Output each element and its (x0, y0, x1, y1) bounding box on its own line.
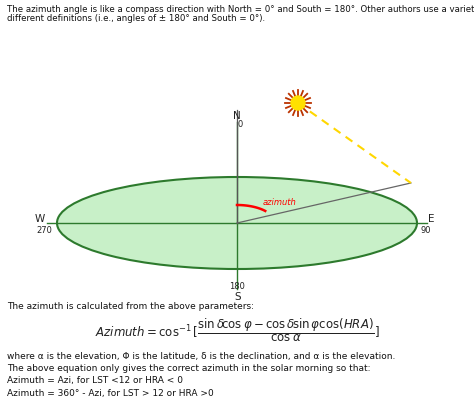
Text: where α is the elevation, Φ is the latitude, δ is the declination, and α is the : where α is the elevation, Φ is the latit… (7, 351, 395, 360)
Text: The azimuth is calculated from the above parameters:: The azimuth is calculated from the above… (7, 301, 254, 310)
Circle shape (291, 97, 305, 111)
Ellipse shape (57, 178, 417, 269)
Text: 0: 0 (238, 120, 243, 129)
Text: The above equation only gives the correct azimuth in the solar morning so that:: The above equation only gives the correc… (7, 363, 371, 372)
Text: 90: 90 (421, 226, 431, 235)
Text: Azimuth = Azi, for LST <12 or HRA < 0: Azimuth = Azi, for LST <12 or HRA < 0 (7, 375, 183, 384)
Text: S: S (234, 291, 241, 301)
Text: 180: 180 (229, 281, 245, 290)
Text: different definitions (i.e., angles of ± 180° and South = 0°).: different definitions (i.e., angles of ±… (7, 14, 265, 23)
Text: Azimuth = 360° - Azi, for LST > 12 or HRA >0: Azimuth = 360° - Azi, for LST > 12 or HR… (7, 388, 214, 397)
Text: E: E (428, 213, 435, 223)
Text: azimuth: azimuth (262, 198, 296, 207)
Text: The azimuth angle is like a compass direction with North = 0° and South = 180°. : The azimuth angle is like a compass dire… (7, 5, 474, 14)
Text: W: W (35, 213, 45, 223)
Text: $\mathit{Azimuth} = \cos^{-1}[$$\dfrac{\sin\delta\!\cos\varphi - \cos\delta\!\si: $\mathit{Azimuth} = \cos^{-1}[$$\dfrac{\… (95, 315, 379, 343)
Text: 270: 270 (36, 226, 52, 235)
Text: N: N (233, 111, 241, 121)
